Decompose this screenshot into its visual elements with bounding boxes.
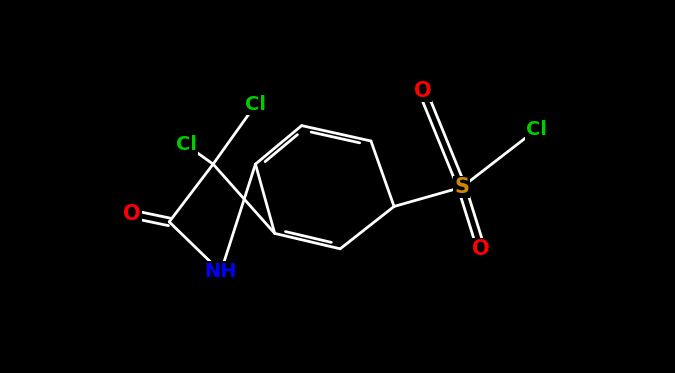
Text: Cl: Cl: [526, 120, 547, 139]
Text: O: O: [414, 81, 431, 101]
Text: Cl: Cl: [176, 135, 196, 154]
Text: NH: NH: [205, 263, 237, 281]
Text: Cl: Cl: [245, 95, 266, 114]
Text: S: S: [454, 177, 469, 197]
Text: O: O: [472, 239, 490, 259]
Text: O: O: [124, 204, 141, 224]
